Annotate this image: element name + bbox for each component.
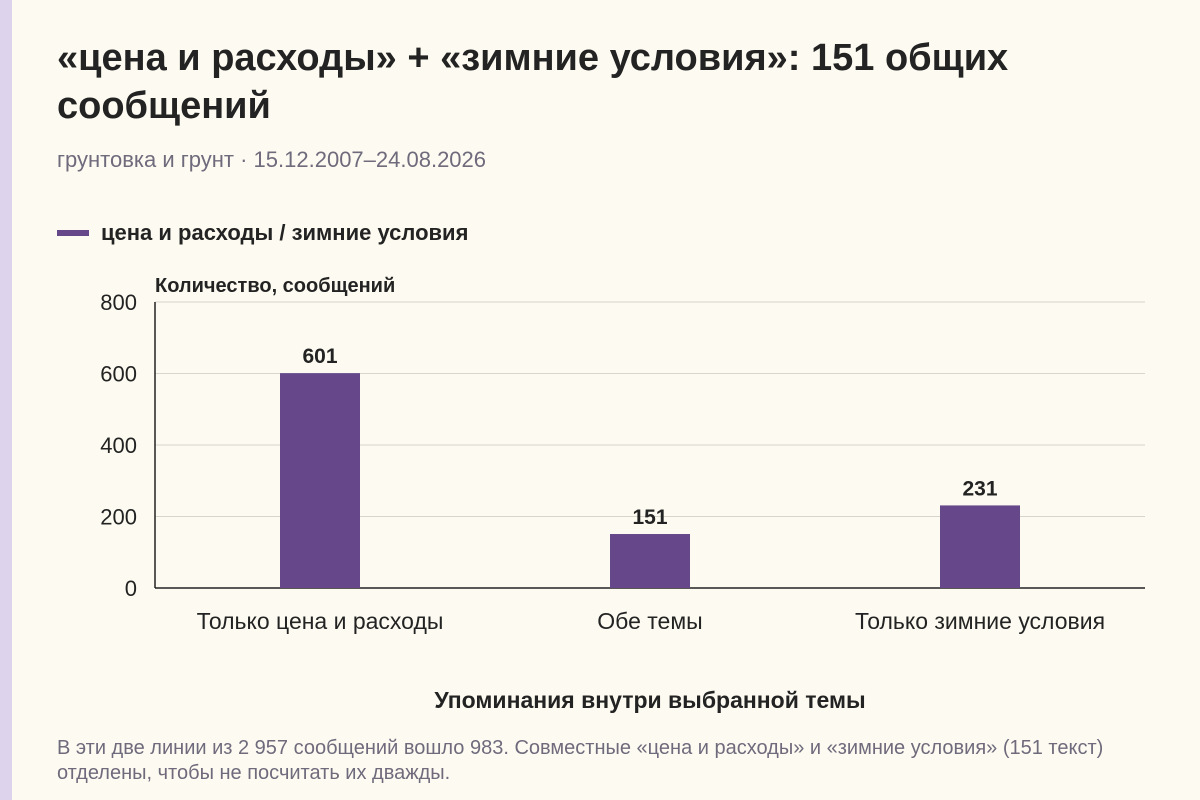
- bar-value-label: 601: [302, 345, 337, 368]
- labels: Количество, сообщений 601 Только цена и ра…: [155, 275, 1105, 713]
- y-tick-label: 600: [100, 362, 137, 387]
- x-tick-label: Обе темы: [597, 608, 702, 634]
- bar: [940, 505, 1020, 588]
- bar-value-label: 231: [962, 477, 997, 500]
- bar-value-label: 151: [632, 506, 667, 529]
- legend: цена и расходы / зимние условия: [57, 218, 468, 248]
- left-accent-stripe: [0, 0, 12, 800]
- legend-label: цена и расходы / зимние условия: [101, 220, 469, 245]
- bar: [610, 534, 690, 588]
- y-axis-label: Количество, сообщений: [155, 275, 395, 297]
- legend-swatch: [57, 230, 89, 236]
- x-axis-label: Упоминания внутри выбранной темы: [434, 687, 865, 713]
- x-tick-label: Только зимние условия: [855, 608, 1105, 634]
- y-tick-label: 0: [125, 576, 137, 601]
- chart-subtitle: грунтовка и грунт · 15.12.2007–24.08.202…: [57, 147, 487, 172]
- bar: [280, 373, 360, 588]
- footnote: В эти две линии из 2 957 сообщений вошло…: [57, 737, 1104, 784]
- y-tick-label: 400: [100, 433, 137, 458]
- x-tick-label: Только цена и расходы: [197, 608, 444, 634]
- y-tick-label: 200: [100, 505, 137, 530]
- bars: [280, 373, 1020, 588]
- y-tick-label: 800: [100, 290, 137, 315]
- chart-title: «цена и расходы» + «зимние условия»: 151…: [57, 37, 1009, 127]
